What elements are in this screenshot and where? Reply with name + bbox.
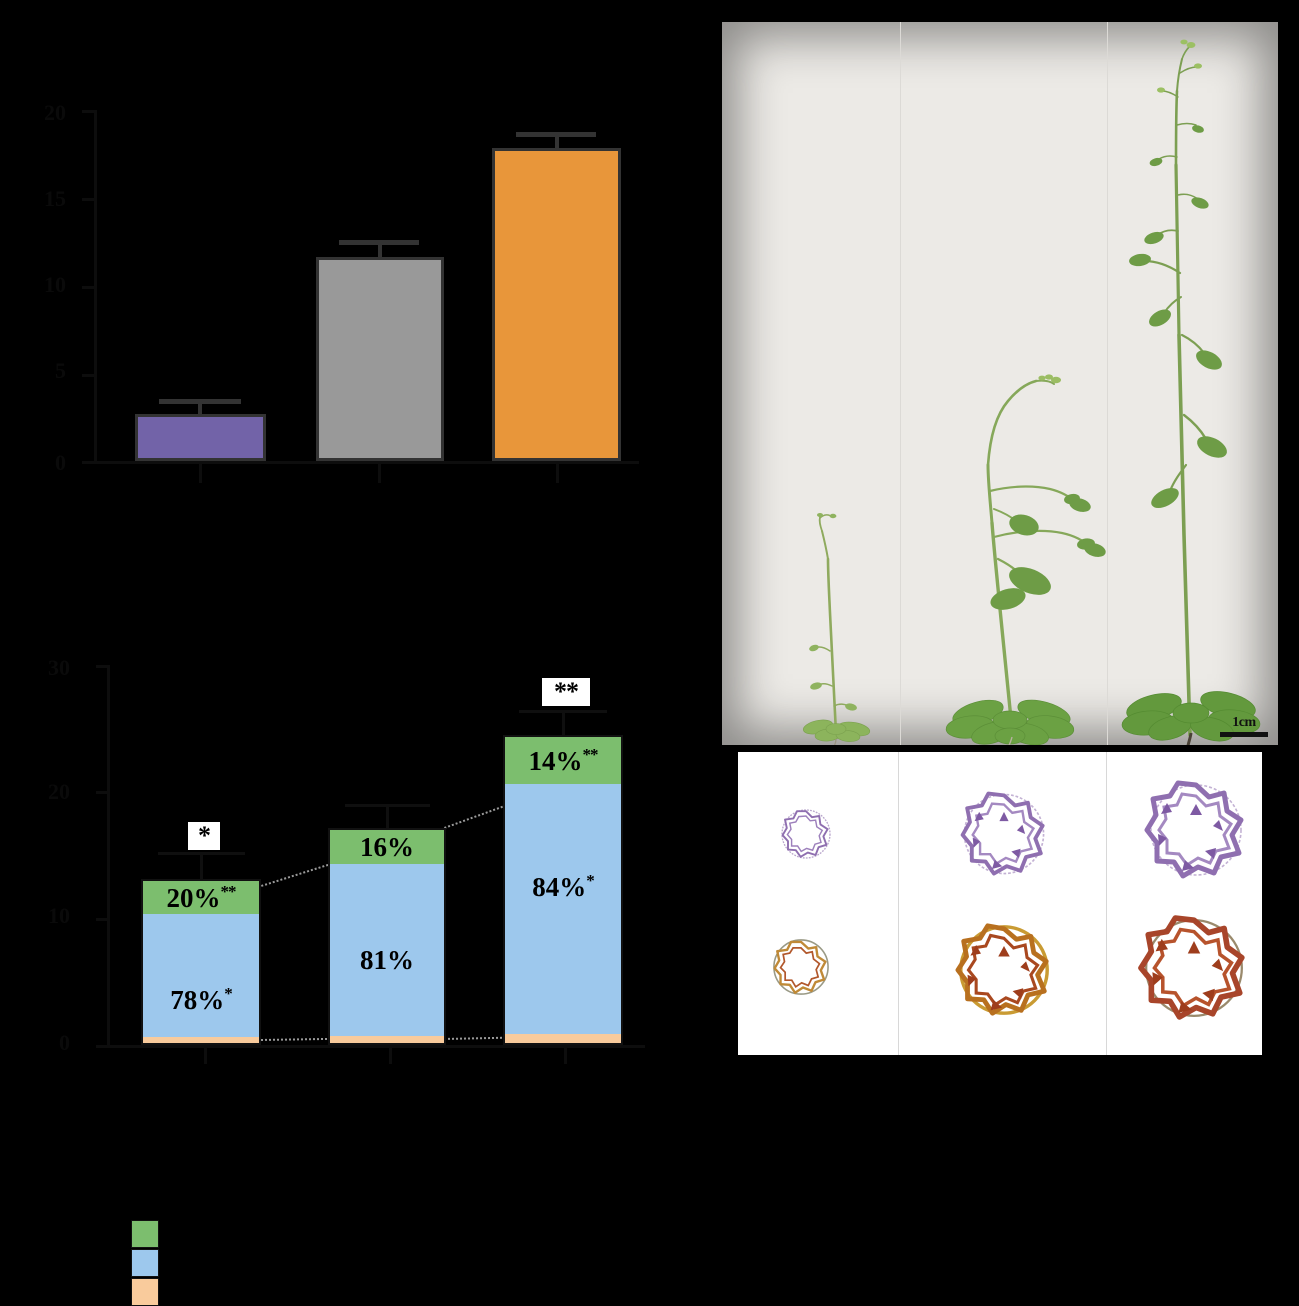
- photo-divider-1: [900, 22, 901, 745]
- top-ytick-10: 10: [44, 272, 66, 297]
- sig-stem-3: [562, 710, 565, 735]
- photo-scalebar: 1cm: [1220, 715, 1268, 737]
- top-errorbar-1-cap: [159, 399, 241, 404]
- section-purple-small: [781, 809, 831, 859]
- top-xtick-mark-1: [199, 464, 202, 483]
- micro-divider-1: [898, 752, 899, 1055]
- top-ytick-mark-15: [82, 198, 95, 201]
- legend-swatch-orange: [131, 1278, 159, 1306]
- bottom-ytick-mark-0: [96, 1045, 108, 1048]
- top-ytick-5: 5: [55, 358, 66, 383]
- top-ytick-0: 0: [55, 450, 66, 475]
- bottom-xtick-mark-3: [564, 1048, 567, 1064]
- stacked-bar-2-green-segment: 16%: [330, 830, 444, 864]
- stem-cross-sections: [738, 752, 1262, 1055]
- stacked-bar-1-blue-segment: 78%*: [143, 914, 259, 1037]
- bottom-ytick-10: 10: [48, 903, 70, 928]
- stacked-bar-3: 14%** 84%*: [503, 735, 623, 1045]
- legend-swatch-green: [131, 1220, 159, 1248]
- sig-stem-1: [200, 852, 203, 880]
- stacked-bar-1-orange-segment: [143, 1037, 259, 1043]
- section-purple-medium: [960, 791, 1045, 876]
- bottom-xaxis-line: [107, 1045, 645, 1048]
- top-yaxis-line: [94, 110, 97, 464]
- top-ytick-20: 20: [44, 100, 66, 125]
- section-orange-medium: [955, 923, 1049, 1016]
- bottom-ytick-mark-30: [96, 665, 108, 668]
- top-ytick-mark-20: [82, 110, 95, 113]
- section-orange-large: [1138, 915, 1245, 1020]
- bottom-ytick-0: 0: [59, 1030, 70, 1055]
- arabidopsis-plants-photo: 1cm: [722, 22, 1278, 745]
- bottom-ytick-mark-10: [96, 918, 108, 921]
- top-bar-3: [492, 148, 621, 461]
- top-errorbar-1-stem: [198, 399, 202, 417]
- stacked-bar-2-blue-segment: 81%: [330, 864, 444, 1036]
- stacked-bar-3-orange-segment: [505, 1034, 621, 1043]
- stacked-bar-2: 16% 81%: [328, 828, 446, 1045]
- sig-stem-2: [386, 804, 389, 828]
- top-bar-1: [135, 414, 266, 461]
- legend-swatch-blue: [131, 1249, 159, 1277]
- stacked-bar-2-green-label: 16%: [360, 832, 414, 862]
- micro-divider-2: [1106, 752, 1107, 1055]
- top-ytick-mark-10: [82, 286, 95, 289]
- stacked-bar-1-blue-label: 78%*: [170, 983, 232, 1015]
- stacked-bar-1: 20%** 78%*: [141, 879, 261, 1045]
- bottom-ytick-mark-20: [96, 791, 108, 794]
- bottom-xtick-mark-1: [204, 1048, 207, 1064]
- top-xtick-mark-2: [378, 464, 381, 483]
- top-ytick-mark-0: [82, 461, 95, 464]
- top-xtick-mark-3: [556, 464, 559, 483]
- bottom-ytick-30: 30: [48, 655, 70, 680]
- bottom-ytick-20: 20: [48, 779, 70, 804]
- stacked-bar-1-green-label: 20%**: [166, 881, 237, 913]
- top-errorbar-2-cap: [339, 240, 419, 245]
- bottom-left-stacked-bar-chart: 30 20 10 0 20%** 78%* * 16% 81%: [0, 560, 700, 1306]
- top-bar-2: [316, 257, 444, 461]
- plant-small: [802, 513, 871, 745]
- stacked-bar-3-green-segment: 14%**: [505, 737, 621, 784]
- top-xaxis-line: [94, 461, 639, 464]
- photo-scalebar-rule: [1220, 732, 1268, 737]
- bottom-xtick-mark-2: [389, 1048, 392, 1064]
- photo-scalebar-label: 1cm: [1232, 715, 1256, 730]
- stacked-bar-2-blue-label: 81%: [360, 945, 414, 975]
- top-errorbar-3-cap: [516, 132, 596, 137]
- plant-medium: [945, 374, 1106, 745]
- stacked-bar-3-blue-label: 84%*: [532, 871, 594, 902]
- section-purple-large: [1144, 780, 1244, 879]
- stacked-bar-1-green-segment: 20%**: [143, 881, 259, 914]
- significance-marker-3: **: [542, 678, 590, 706]
- significance-marker-1: *: [188, 822, 220, 850]
- stacked-bar-2-orange-segment: [330, 1036, 444, 1043]
- top-errorbar-2-stem: [378, 240, 382, 260]
- significance-marker-2: [374, 774, 406, 776]
- stacked-bar-3-green-label: 14%**: [528, 744, 599, 776]
- top-left-bar-chart: 20 15 10 5 0: [0, 0, 700, 560]
- photo-divider-2: [1107, 22, 1108, 745]
- top-errorbar-3-stem: [555, 132, 559, 150]
- section-orange-small: [773, 939, 829, 995]
- top-ytick-15: 15: [44, 186, 66, 211]
- top-ytick-mark-5: [82, 374, 95, 377]
- bottom-yaxis-line: [107, 665, 110, 1047]
- plant-large: [1121, 39, 1261, 745]
- stacked-bar-3-blue-segment: 84%*: [505, 784, 621, 1034]
